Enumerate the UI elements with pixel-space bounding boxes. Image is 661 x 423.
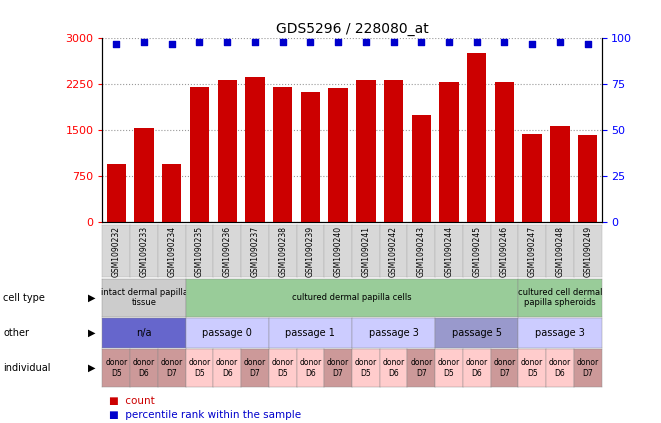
Bar bbox=[467, 53, 486, 222]
Text: GSM1090248: GSM1090248 bbox=[555, 225, 564, 277]
Text: GSM1090247: GSM1090247 bbox=[527, 225, 537, 277]
Text: donor
D5: donor D5 bbox=[521, 358, 543, 378]
Point bbox=[360, 38, 371, 45]
Text: donor
D6: donor D6 bbox=[465, 358, 488, 378]
Text: donor
D7: donor D7 bbox=[576, 358, 599, 378]
Bar bbox=[550, 126, 570, 222]
Text: passage 3: passage 3 bbox=[535, 328, 585, 338]
Text: GSM1090232: GSM1090232 bbox=[112, 225, 121, 277]
Text: ▶: ▶ bbox=[89, 293, 96, 303]
Bar bbox=[356, 80, 375, 222]
Point bbox=[139, 38, 149, 45]
Bar bbox=[412, 115, 431, 222]
Text: donor
D5: donor D5 bbox=[438, 358, 460, 378]
Bar bbox=[106, 164, 126, 222]
Text: donor
D6: donor D6 bbox=[133, 358, 155, 378]
Bar bbox=[440, 82, 459, 222]
Text: ▶: ▶ bbox=[89, 363, 96, 373]
Text: GSM1090238: GSM1090238 bbox=[278, 225, 287, 277]
Text: passage 0: passage 0 bbox=[202, 328, 252, 338]
Bar bbox=[384, 80, 403, 222]
Text: intact dermal papilla
tissue: intact dermal papilla tissue bbox=[100, 288, 188, 308]
Title: GDS5296 / 228080_at: GDS5296 / 228080_at bbox=[276, 22, 428, 36]
Point bbox=[111, 40, 122, 47]
Text: donor
D7: donor D7 bbox=[244, 358, 266, 378]
Text: GSM1090234: GSM1090234 bbox=[167, 225, 176, 277]
Text: cultured cell dermal
papilla spheroids: cultured cell dermal papilla spheroids bbox=[518, 288, 602, 308]
Text: GSM1090233: GSM1090233 bbox=[139, 225, 149, 277]
Text: donor
D6: donor D6 bbox=[216, 358, 239, 378]
Text: donor
D5: donor D5 bbox=[272, 358, 293, 378]
Text: passage 5: passage 5 bbox=[451, 328, 502, 338]
Text: ■  percentile rank within the sample: ■ percentile rank within the sample bbox=[109, 409, 301, 420]
Bar bbox=[190, 87, 209, 222]
Point bbox=[167, 40, 177, 47]
Bar bbox=[162, 164, 182, 222]
Point bbox=[527, 40, 537, 47]
Point bbox=[250, 38, 260, 45]
Text: donor
D5: donor D5 bbox=[105, 358, 128, 378]
Point bbox=[582, 40, 593, 47]
Point bbox=[333, 38, 344, 45]
Point bbox=[305, 38, 316, 45]
Text: GSM1090249: GSM1090249 bbox=[583, 225, 592, 277]
Text: GSM1090244: GSM1090244 bbox=[444, 225, 453, 277]
Point bbox=[222, 38, 233, 45]
Text: donor
D6: donor D6 bbox=[299, 358, 321, 378]
Bar bbox=[245, 77, 264, 222]
Text: donor
D7: donor D7 bbox=[410, 358, 432, 378]
Text: GSM1090237: GSM1090237 bbox=[251, 225, 260, 277]
Point bbox=[278, 38, 288, 45]
Text: donor
D7: donor D7 bbox=[327, 358, 349, 378]
Text: GSM1090240: GSM1090240 bbox=[334, 225, 342, 277]
Point bbox=[194, 38, 205, 45]
Bar bbox=[329, 88, 348, 222]
Text: other: other bbox=[3, 328, 29, 338]
Text: GSM1090236: GSM1090236 bbox=[223, 225, 232, 277]
Bar bbox=[495, 82, 514, 222]
Point bbox=[444, 38, 454, 45]
Bar bbox=[522, 135, 542, 222]
Bar bbox=[578, 135, 598, 222]
Text: ■  count: ■ count bbox=[109, 396, 155, 406]
Text: GSM1090241: GSM1090241 bbox=[362, 225, 370, 277]
Text: passage 3: passage 3 bbox=[369, 328, 418, 338]
Text: donor
D5: donor D5 bbox=[355, 358, 377, 378]
Text: donor
D5: donor D5 bbox=[188, 358, 211, 378]
Point bbox=[555, 38, 565, 45]
Point bbox=[388, 38, 399, 45]
Point bbox=[499, 38, 510, 45]
Bar bbox=[134, 128, 154, 222]
Point bbox=[416, 38, 426, 45]
Text: n/a: n/a bbox=[136, 328, 152, 338]
Text: passage 1: passage 1 bbox=[286, 328, 335, 338]
Bar bbox=[273, 87, 292, 222]
Text: ▶: ▶ bbox=[89, 328, 96, 338]
Text: cultured dermal papilla cells: cultured dermal papilla cells bbox=[292, 293, 412, 302]
Bar bbox=[217, 80, 237, 222]
Text: donor
D6: donor D6 bbox=[383, 358, 405, 378]
Text: GSM1090243: GSM1090243 bbox=[417, 225, 426, 277]
Text: GSM1090235: GSM1090235 bbox=[195, 225, 204, 277]
Point bbox=[471, 38, 482, 45]
Text: GSM1090246: GSM1090246 bbox=[500, 225, 509, 277]
Text: GSM1090245: GSM1090245 bbox=[472, 225, 481, 277]
Text: donor
D6: donor D6 bbox=[549, 358, 571, 378]
Text: GSM1090242: GSM1090242 bbox=[389, 225, 398, 277]
Text: cell type: cell type bbox=[3, 293, 45, 303]
Text: GSM1090239: GSM1090239 bbox=[306, 225, 315, 277]
Bar bbox=[301, 92, 320, 222]
Text: individual: individual bbox=[3, 363, 51, 373]
Text: donor
D7: donor D7 bbox=[493, 358, 516, 378]
Text: donor
D7: donor D7 bbox=[161, 358, 183, 378]
